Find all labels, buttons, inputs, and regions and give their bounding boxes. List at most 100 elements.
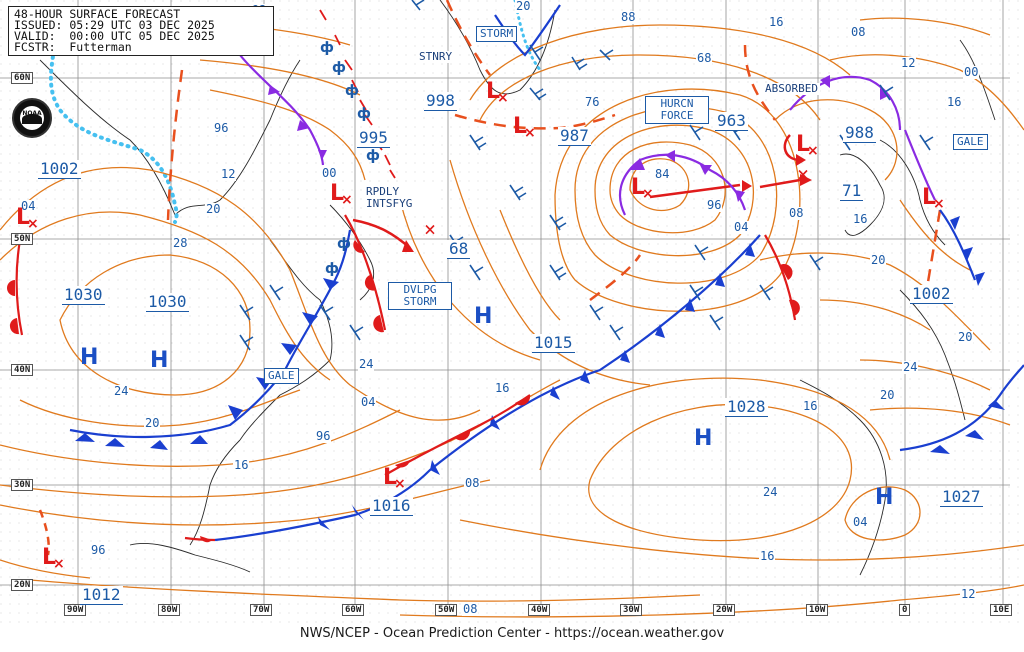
atlantic-coast-se <box>189 439 241 546</box>
svg-text:ф: ф <box>366 148 380 164</box>
isobar-value: 12 <box>960 587 977 601</box>
isobar <box>554 88 801 312</box>
track-dashed <box>589 254 642 301</box>
cuba <box>129 542 251 573</box>
isobar-value: 16 <box>233 458 250 472</box>
isobar-value: 08 <box>850 25 867 39</box>
low-center-x-icon: × <box>394 476 406 492</box>
pressure-value: 1015 <box>532 333 575 353</box>
isobar-value: 12 <box>220 167 237 181</box>
isobar-value: 24 <box>902 360 919 374</box>
isobar-value: 16 <box>768 15 785 29</box>
low-center-x-icon: × <box>53 556 65 572</box>
isobar <box>819 299 931 331</box>
isobar-value: 96 <box>706 198 723 212</box>
valid-time: VALID: 00:00 UTC 05 DEC 2025 <box>14 29 215 43</box>
isobar <box>0 211 331 381</box>
svg-text:ф: ф <box>337 236 351 252</box>
isobar-value: 24 <box>762 485 779 499</box>
high-pressure-center: H <box>150 348 169 373</box>
low-center-x-icon: × <box>341 192 353 208</box>
track-arrow <box>759 178 801 189</box>
svg-text:ф: ф <box>332 60 346 76</box>
isobar-value: 20 <box>144 416 161 430</box>
isobar-value: 28 <box>172 236 189 250</box>
greenland <box>439 0 556 95</box>
isobar-value: 68 <box>696 51 713 65</box>
warm-front <box>15 239 24 336</box>
isobar-value: 88 <box>620 10 637 24</box>
low-center-x-icon: × <box>497 90 509 106</box>
noaa-logo: NOAA <box>12 98 52 138</box>
lon-label: 10E <box>990 604 1013 616</box>
svg-text:ф: ф <box>325 261 339 277</box>
isobar <box>499 209 561 321</box>
lon-label: 70W <box>250 604 273 616</box>
isobar <box>609 141 726 234</box>
low-position-x-icon: × <box>797 162 810 186</box>
pressure-value: 1027 <box>940 487 983 507</box>
isobar-value: 08 <box>462 602 479 616</box>
track-arrow <box>649 183 741 199</box>
warning-box: HURCN FORCE <box>645 96 709 124</box>
isobar <box>774 99 898 181</box>
track-dashed <box>38 509 50 556</box>
low-center-x-icon: × <box>933 196 945 212</box>
low-center-x-icon: × <box>642 186 654 202</box>
isobar-value: 08 <box>464 476 481 490</box>
isobar-value: 20 <box>515 0 532 13</box>
isobar-value: 76 <box>584 95 601 109</box>
isobar <box>594 124 754 257</box>
high-pressure-center: H <box>875 485 894 510</box>
isobar-value: 16 <box>946 95 963 109</box>
pressure-value: 1012 <box>80 585 123 605</box>
isobar <box>588 403 853 542</box>
svg-text:ф: ф <box>345 83 359 99</box>
isobar-value: 16 <box>759 549 776 563</box>
isobar-value: 04 <box>20 199 37 213</box>
low-center-x-icon: × <box>807 143 819 159</box>
isobar-value: 00 <box>321 166 338 180</box>
hudson-bay-coast <box>39 59 301 216</box>
isobar-value: 84 <box>654 167 671 181</box>
isobar <box>844 486 921 541</box>
isobar <box>469 24 851 101</box>
isobar <box>574 106 778 284</box>
lon-label: 0 <box>899 604 911 616</box>
pressure-value: 988 <box>843 123 876 143</box>
tropical-symbols: ф ф ф ф ф ф ф <box>320 40 380 277</box>
svg-text:ф: ф <box>357 106 371 122</box>
low-pressure-center: L × <box>922 186 945 213</box>
pressure-value: 71 <box>840 181 864 201</box>
isobar-value: 20 <box>870 253 887 267</box>
isobar <box>759 252 991 351</box>
isobar <box>0 409 401 467</box>
isobar <box>449 159 651 386</box>
lat-label: 50N <box>11 233 34 245</box>
low-pressure-center: L × <box>796 133 819 160</box>
warning-box: DVLPG STORM <box>388 282 452 310</box>
forecaster: FCSTR: Futterman <box>14 40 132 54</box>
isobar <box>29 579 701 602</box>
isobar <box>899 199 971 271</box>
isobar <box>0 479 491 526</box>
pressure-value: 995 <box>357 128 390 148</box>
cold-front-teeth <box>75 216 1005 530</box>
lon-label: 10W <box>806 604 829 616</box>
low-center-x-icon: × <box>524 125 536 141</box>
forecast-header: 48-HOUR SURFACE FORECAST ISSUED: 05:29 U… <box>8 6 274 56</box>
isobar <box>19 389 301 427</box>
low-center-x-icon: × <box>27 216 39 232</box>
track-dashed <box>454 113 616 130</box>
isobar-value: 96 <box>315 429 332 443</box>
lon-label: 80W <box>158 604 181 616</box>
occluded-symbols <box>268 75 890 202</box>
isobars <box>0 17 1024 618</box>
low-pressure-center: L × <box>330 182 353 209</box>
isobar-value: 16 <box>494 381 511 395</box>
lat-label: 40N <box>11 364 34 376</box>
isobar <box>199 59 361 96</box>
high-pressure-center: H <box>694 426 713 451</box>
track-dashed <box>445 0 492 76</box>
isobar <box>0 559 91 579</box>
